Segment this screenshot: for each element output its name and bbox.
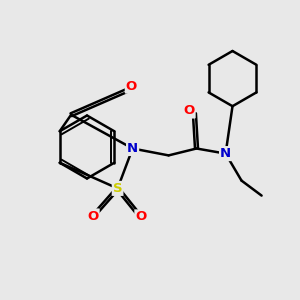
Text: O: O <box>87 209 99 223</box>
Text: O: O <box>135 210 147 224</box>
Text: N: N <box>127 142 138 155</box>
Text: N: N <box>220 147 231 160</box>
Text: S: S <box>113 182 122 195</box>
Text: O: O <box>183 104 195 118</box>
Text: O: O <box>126 80 137 93</box>
